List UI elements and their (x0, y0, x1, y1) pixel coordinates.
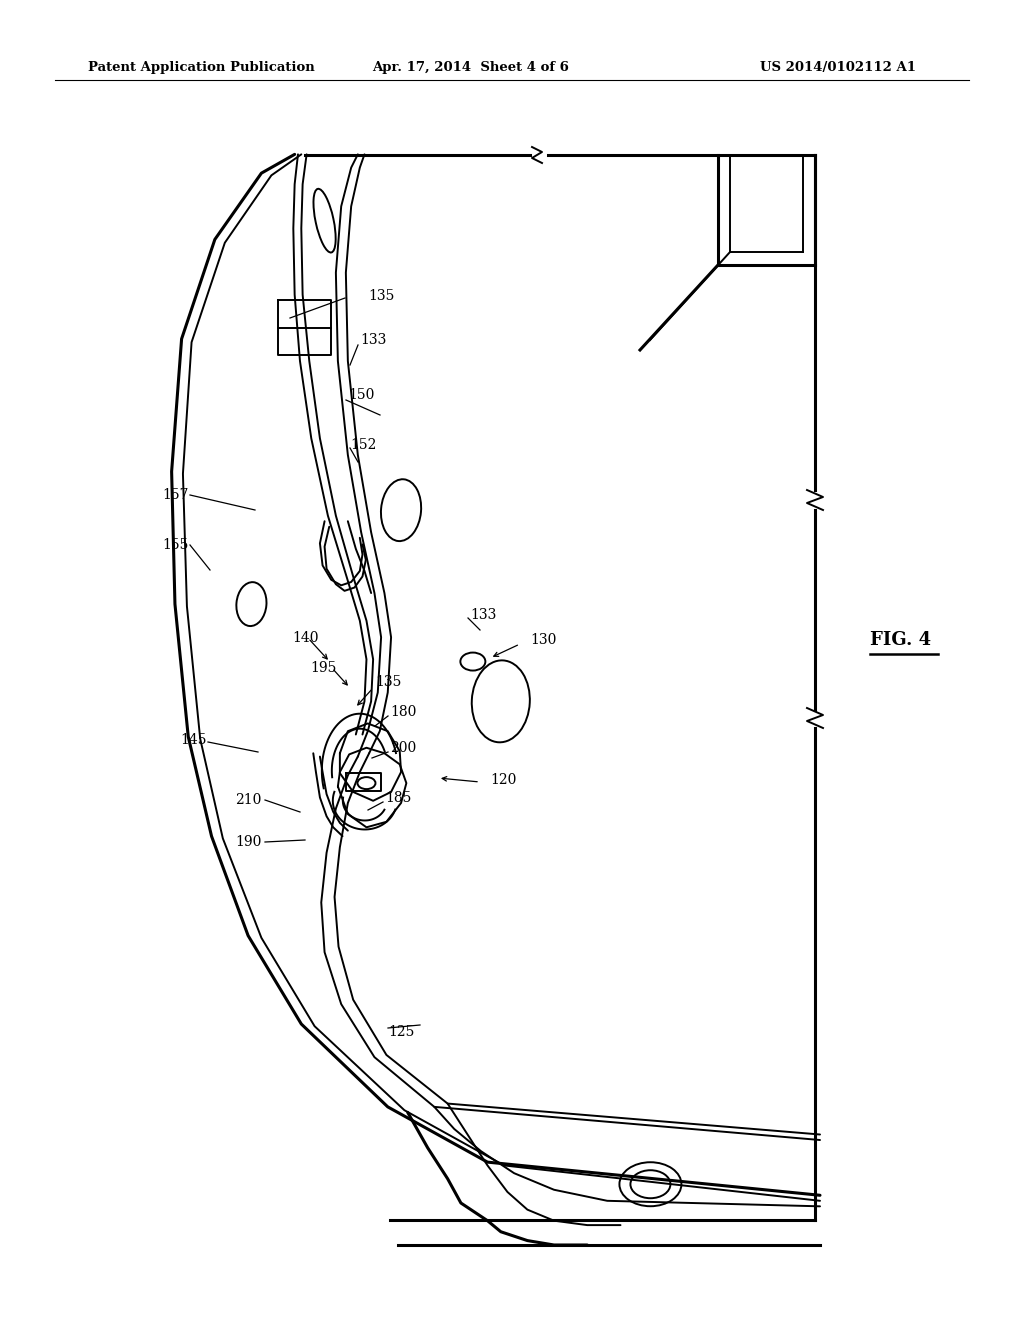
Text: 190: 190 (234, 836, 261, 849)
Text: Patent Application Publication: Patent Application Publication (88, 62, 314, 74)
Text: 200: 200 (390, 741, 416, 755)
Text: 157: 157 (162, 488, 188, 502)
Text: 150: 150 (348, 388, 375, 403)
Text: 155: 155 (162, 539, 188, 552)
Text: 133: 133 (360, 333, 386, 347)
Text: 120: 120 (490, 774, 516, 787)
Text: 195: 195 (310, 661, 336, 675)
Text: FIG. 4: FIG. 4 (870, 631, 931, 649)
Text: 140: 140 (292, 631, 318, 645)
Text: 180: 180 (390, 705, 417, 719)
Text: 145: 145 (180, 733, 207, 747)
Text: 210: 210 (234, 793, 261, 807)
Text: 133: 133 (470, 609, 497, 622)
Text: Apr. 17, 2014  Sheet 4 of 6: Apr. 17, 2014 Sheet 4 of 6 (373, 62, 569, 74)
Text: US 2014/0102112 A1: US 2014/0102112 A1 (761, 62, 916, 74)
Text: 135: 135 (368, 289, 394, 304)
Text: 135: 135 (375, 675, 401, 689)
Text: 185: 185 (385, 791, 412, 805)
Text: 125: 125 (388, 1026, 415, 1039)
Text: 130: 130 (530, 634, 556, 647)
Text: 152: 152 (350, 438, 377, 451)
